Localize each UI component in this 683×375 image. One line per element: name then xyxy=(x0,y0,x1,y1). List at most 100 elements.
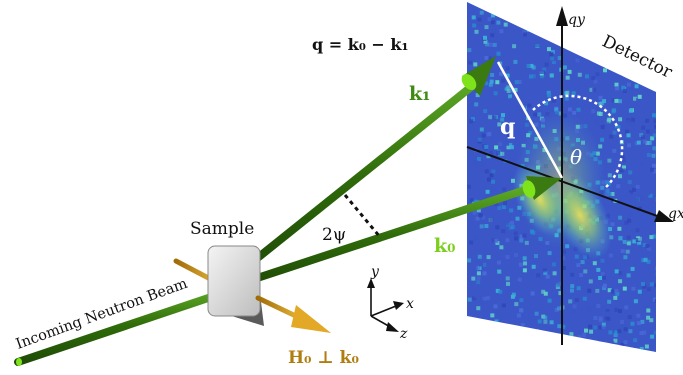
detector-pixel xyxy=(649,235,654,240)
detector-pixel xyxy=(528,26,532,30)
detector-pixel xyxy=(578,45,583,50)
detector-pixel xyxy=(618,174,622,179)
detector-pixel xyxy=(619,72,624,77)
detector-pixel xyxy=(633,20,638,24)
detector-pixel xyxy=(652,83,656,88)
detector-pixel xyxy=(618,271,623,276)
detector-pixel xyxy=(651,153,656,158)
detector-pixel xyxy=(543,319,548,324)
detector-pixel xyxy=(618,242,623,247)
detector-pixel xyxy=(494,202,499,207)
detector-pixel xyxy=(635,197,640,202)
detector-pixel xyxy=(647,246,651,251)
detector-pixel xyxy=(622,286,627,291)
detector-pixel xyxy=(505,276,510,281)
detector-pixel xyxy=(639,162,644,167)
detector-pixel xyxy=(575,58,580,63)
detector-pixel xyxy=(500,12,504,17)
detector-pixel xyxy=(475,216,480,221)
detector-pixel xyxy=(638,24,643,29)
detector-pixel xyxy=(547,298,552,303)
detector-pixel xyxy=(493,308,498,313)
detector-pixel xyxy=(516,282,521,287)
detector-pixel xyxy=(487,98,492,103)
detector-pixel xyxy=(552,346,557,351)
incoming-beam xyxy=(14,286,236,366)
detector-pixel xyxy=(589,87,594,92)
detector-pixel xyxy=(512,338,517,343)
detector-pixel xyxy=(501,303,506,308)
detector-pixel xyxy=(632,239,637,244)
detector-pixel xyxy=(599,20,604,25)
detector-pixel xyxy=(597,3,602,8)
detector-pixel xyxy=(577,334,582,339)
detector-pixel xyxy=(495,225,500,230)
detector-pixel xyxy=(618,111,623,116)
x-axis-label: x xyxy=(406,296,414,312)
detector-pixel xyxy=(474,294,478,299)
detector-pixel xyxy=(514,80,519,85)
detector-pixel xyxy=(648,92,653,97)
detector-pixel xyxy=(596,304,601,308)
detector-pixel xyxy=(630,117,635,122)
detector-pixel xyxy=(472,210,477,215)
detector-pixel xyxy=(622,158,627,163)
detector-pixel xyxy=(642,243,647,247)
detector-pixel xyxy=(534,329,539,334)
detector-pixel xyxy=(639,21,644,26)
detector-pixel xyxy=(539,70,544,74)
detector-pixel xyxy=(480,343,485,348)
detector-pixel xyxy=(476,280,481,285)
detector-pixel xyxy=(487,17,492,22)
detector-pixel xyxy=(627,218,632,223)
detector-pixel xyxy=(531,65,536,70)
detector-pixel xyxy=(635,228,640,233)
detector-pixel xyxy=(624,34,629,39)
detector-pixel xyxy=(630,121,635,126)
detector-pixel xyxy=(537,319,542,324)
detector-pixel xyxy=(652,133,656,138)
detector-pixel xyxy=(649,10,654,15)
detector-pixel xyxy=(634,141,639,146)
detector-pixel xyxy=(511,279,515,284)
detector-pixel xyxy=(467,324,471,329)
detector-pixel xyxy=(598,276,603,280)
detector-pixel xyxy=(622,88,627,93)
detector-pixel xyxy=(650,30,655,35)
detector-pixel xyxy=(517,277,522,282)
detector-pixel xyxy=(547,93,552,98)
detector-pixel xyxy=(527,337,532,342)
detector-pixel xyxy=(545,274,550,279)
detector-pixel xyxy=(596,111,601,116)
detector-pixel xyxy=(471,276,476,281)
detector-pixel xyxy=(652,169,656,174)
detector-pixel xyxy=(579,2,584,7)
detector-pixel xyxy=(514,302,519,307)
detector-pixel xyxy=(522,256,527,261)
detector-pixel xyxy=(621,5,626,10)
detector-pixel xyxy=(522,29,527,34)
detector-pixel xyxy=(634,84,639,89)
detector-pixel xyxy=(483,39,488,44)
detector-pixel xyxy=(467,184,471,189)
detector-pixel xyxy=(501,83,506,88)
detector-pixel xyxy=(614,2,619,7)
detector-pixel xyxy=(527,103,532,108)
detector-pixel xyxy=(600,137,605,142)
detector-pixel xyxy=(563,44,568,49)
detector-pixel xyxy=(622,240,627,244)
detector-pixel xyxy=(627,315,632,320)
detector-pixel xyxy=(471,257,476,261)
detector-pixel xyxy=(496,51,501,56)
detector-pixel xyxy=(531,74,536,79)
detector-pixel xyxy=(641,2,646,6)
detector-pixel xyxy=(544,101,549,106)
detector-pixel xyxy=(557,306,562,311)
detector-pixel xyxy=(518,333,523,338)
detector-pixel xyxy=(505,238,510,243)
detector-pixel xyxy=(493,350,498,352)
detector-pixel xyxy=(623,150,628,155)
detector-pixel xyxy=(476,271,481,276)
detector-pixel xyxy=(628,212,633,217)
detector-pixel xyxy=(484,25,489,30)
